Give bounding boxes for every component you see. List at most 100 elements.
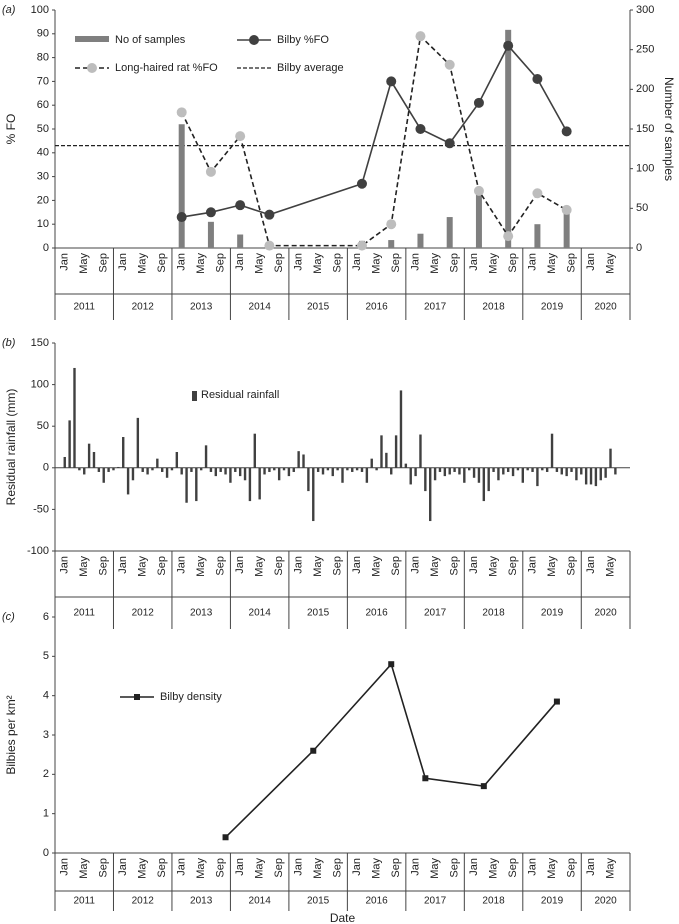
bar bbox=[97, 467, 101, 472]
x-tick-label: Jan bbox=[176, 556, 188, 574]
bar bbox=[570, 467, 573, 472]
y-tick-label: 4 bbox=[43, 690, 49, 702]
x-tick-label: Jan bbox=[234, 556, 246, 574]
y-axis-label: % FO bbox=[4, 114, 18, 145]
bar bbox=[433, 467, 437, 481]
year-label: 2013 bbox=[190, 302, 213, 313]
year-label: 2016 bbox=[365, 608, 388, 619]
bar bbox=[68, 420, 71, 468]
x-tick-label: May bbox=[254, 556, 266, 577]
x-tick-label: Sep bbox=[98, 253, 110, 273]
y2-tick-label: 150 bbox=[636, 123, 654, 135]
x-tick-label: May bbox=[312, 858, 324, 879]
marker bbox=[415, 31, 426, 42]
bar bbox=[302, 454, 305, 468]
x-axis-label: Date bbox=[330, 911, 356, 924]
bar bbox=[370, 458, 373, 468]
y-tick-label: 90 bbox=[37, 28, 49, 40]
bar bbox=[438, 467, 442, 472]
legend-swatch bbox=[75, 36, 109, 42]
x-tick-label: May bbox=[312, 253, 324, 274]
bar bbox=[365, 467, 369, 483]
x-tick-label: Jan bbox=[293, 556, 305, 574]
year-label: 2019 bbox=[541, 302, 564, 313]
x-tick-label: Jan bbox=[351, 556, 363, 574]
x-tick-label: Jan bbox=[59, 253, 71, 271]
x-tick-label: Jan bbox=[468, 858, 480, 876]
bar bbox=[238, 467, 242, 477]
year-label: 2016 bbox=[365, 896, 388, 907]
x-tick-label: Jan bbox=[176, 253, 188, 271]
bar bbox=[282, 467, 286, 471]
x-tick-label: May bbox=[546, 253, 558, 274]
year-label: 2014 bbox=[249, 608, 272, 619]
x-tick-label: Sep bbox=[332, 556, 344, 576]
bar bbox=[487, 467, 490, 492]
year-label: 2012 bbox=[132, 608, 155, 619]
bar bbox=[263, 467, 266, 475]
bar bbox=[146, 467, 149, 475]
marker bbox=[444, 138, 455, 149]
x-tick-label: Jan bbox=[526, 858, 538, 876]
x-tick-label: Sep bbox=[332, 858, 344, 878]
x-tick-label: Jan bbox=[117, 556, 129, 574]
y-tick-label: 60 bbox=[37, 99, 49, 111]
x-tick-label: May bbox=[254, 858, 266, 879]
bar bbox=[563, 212, 570, 248]
y-tick-label: 6 bbox=[43, 611, 49, 623]
x-tick-label: Jan bbox=[409, 253, 421, 271]
x-tick-label: Sep bbox=[507, 253, 519, 273]
x-tick-label: May bbox=[546, 556, 558, 577]
bar bbox=[394, 435, 398, 468]
x-tick-label: Jan bbox=[409, 858, 421, 876]
x-tick-label: Sep bbox=[273, 253, 285, 273]
year-label: 2015 bbox=[307, 608, 330, 619]
bar bbox=[472, 467, 476, 478]
marker bbox=[415, 124, 426, 134]
x-tick-label: Sep bbox=[156, 253, 168, 273]
bar bbox=[170, 467, 174, 471]
bar bbox=[224, 467, 227, 475]
marker bbox=[561, 126, 572, 137]
bar bbox=[414, 467, 417, 477]
bar bbox=[417, 233, 424, 248]
bar bbox=[229, 467, 232, 483]
x-tick-label: Jan bbox=[468, 556, 480, 574]
year-label: 2018 bbox=[482, 896, 505, 907]
bar bbox=[92, 451, 96, 468]
year-label: 2020 bbox=[595, 608, 618, 619]
marker bbox=[222, 834, 229, 841]
x-tick-label: Sep bbox=[507, 858, 519, 878]
x-tick-label: Sep bbox=[390, 253, 402, 273]
bar bbox=[467, 467, 471, 471]
bar bbox=[534, 224, 541, 248]
y-tick-label: 70 bbox=[37, 75, 49, 87]
bar bbox=[409, 467, 412, 485]
x-tick-label: Jan bbox=[526, 556, 538, 574]
year-label: 2014 bbox=[249, 896, 272, 907]
bar bbox=[107, 467, 110, 472]
bar bbox=[195, 467, 198, 502]
year-label: 2014 bbox=[249, 302, 272, 313]
bar bbox=[492, 467, 495, 472]
bar bbox=[63, 456, 66, 468]
bar bbox=[453, 467, 456, 472]
bar bbox=[560, 467, 563, 475]
marker bbox=[503, 40, 514, 51]
year-label: 2015 bbox=[307, 302, 330, 313]
marker bbox=[386, 76, 397, 87]
legend-label: Long-haired rat %FO bbox=[115, 62, 218, 74]
bar bbox=[477, 467, 481, 483]
x-tick-label: May bbox=[137, 556, 149, 577]
x-tick-label: Sep bbox=[507, 556, 519, 576]
bar bbox=[565, 467, 568, 477]
marker bbox=[503, 231, 514, 242]
y2-axis-label: Number of samples bbox=[662, 77, 676, 181]
bar bbox=[326, 467, 330, 471]
x-tick-label: Jan bbox=[117, 858, 129, 876]
legend-label: No of samples bbox=[115, 34, 186, 46]
x-tick-label: May bbox=[312, 556, 324, 577]
x-tick-label: May bbox=[195, 858, 207, 879]
year-label: 2019 bbox=[541, 608, 564, 619]
